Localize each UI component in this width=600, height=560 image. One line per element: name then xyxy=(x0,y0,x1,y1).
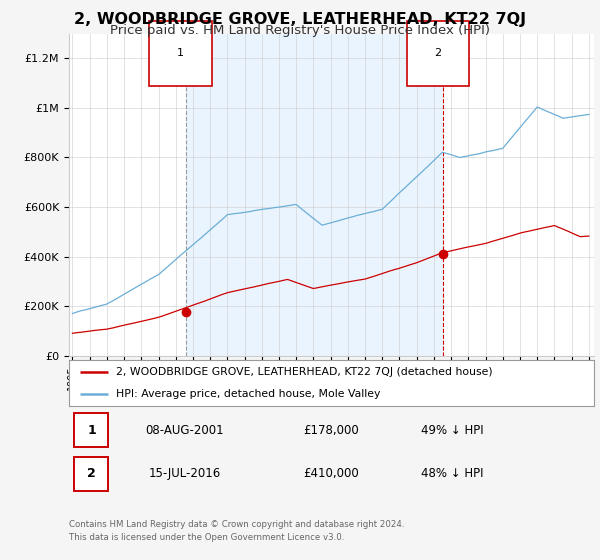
Text: 1: 1 xyxy=(87,423,96,437)
Text: 49% ↓ HPI: 49% ↓ HPI xyxy=(421,423,484,437)
Text: This data is licensed under the Open Government Licence v3.0.: This data is licensed under the Open Gov… xyxy=(69,533,344,542)
Text: £410,000: £410,000 xyxy=(304,467,359,480)
Text: 2, WOODBRIDGE GROVE, LEATHERHEAD, KT22 7QJ (detached house): 2, WOODBRIDGE GROVE, LEATHERHEAD, KT22 7… xyxy=(116,367,493,377)
Text: 08-AUG-2001: 08-AUG-2001 xyxy=(145,423,224,437)
Text: 2, WOODBRIDGE GROVE, LEATHERHEAD, KT22 7QJ: 2, WOODBRIDGE GROVE, LEATHERHEAD, KT22 7… xyxy=(74,12,526,27)
Text: 15-JUL-2016: 15-JUL-2016 xyxy=(148,467,221,480)
Text: 48% ↓ HPI: 48% ↓ HPI xyxy=(421,467,484,480)
Text: 2: 2 xyxy=(434,48,442,58)
Bar xyxy=(186,34,443,356)
Text: Price paid vs. HM Land Registry's House Price Index (HPI): Price paid vs. HM Land Registry's House … xyxy=(110,24,490,36)
Text: 1: 1 xyxy=(177,48,184,58)
FancyBboxPatch shape xyxy=(74,413,109,447)
Text: 2: 2 xyxy=(87,467,96,480)
Text: HPI: Average price, detached house, Mole Valley: HPI: Average price, detached house, Mole… xyxy=(116,389,380,399)
FancyBboxPatch shape xyxy=(74,457,109,491)
Text: Contains HM Land Registry data © Crown copyright and database right 2024.: Contains HM Land Registry data © Crown c… xyxy=(69,520,404,529)
Text: £178,000: £178,000 xyxy=(304,423,359,437)
